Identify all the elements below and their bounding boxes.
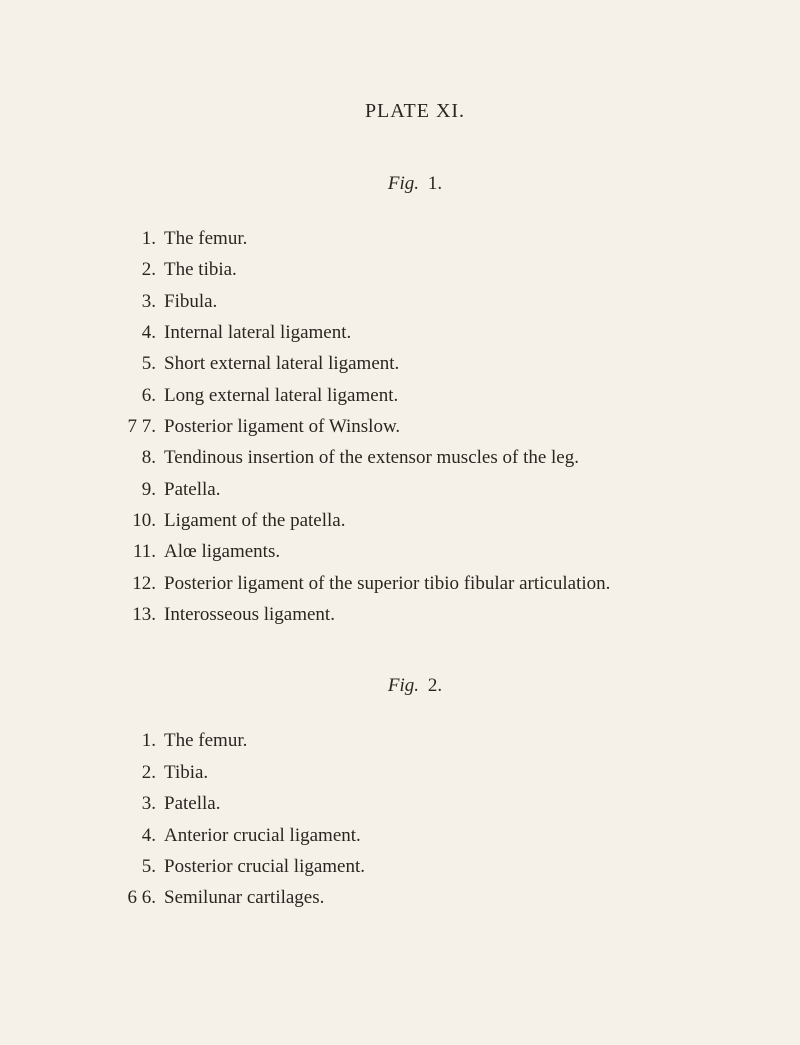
list-item: 2.Tibia. bbox=[120, 757, 710, 788]
item-text: Tibia. bbox=[164, 757, 710, 788]
item-number: 6 6. bbox=[120, 882, 164, 913]
item-text: Internal lateral ligament. bbox=[164, 317, 710, 348]
fig1-label-num: 1. bbox=[428, 173, 442, 194]
item-text: Ligament of the patella. bbox=[164, 505, 710, 536]
item-text: Fibula. bbox=[164, 286, 710, 317]
item-text: Patella. bbox=[164, 474, 710, 505]
item-number: 1. bbox=[120, 725, 164, 756]
item-number: 13. bbox=[120, 599, 164, 630]
item-number: 3. bbox=[120, 788, 164, 819]
list-item: 4.Anterior crucial ligament. bbox=[120, 820, 710, 851]
list-item: 2.The tibia. bbox=[120, 254, 710, 285]
fig2-label: Fig. 2. bbox=[120, 675, 710, 697]
item-text: Patella. bbox=[164, 788, 710, 819]
list-item: 10.Ligament of the patella. bbox=[120, 505, 710, 536]
list-item: 13.Interosseous ligament. bbox=[120, 599, 710, 630]
item-number: 12. bbox=[120, 568, 164, 599]
item-text: Long external lateral ligament. bbox=[164, 380, 710, 411]
fig1-label: Fig. 1. bbox=[120, 173, 710, 195]
item-text: The tibia. bbox=[164, 254, 710, 285]
item-number: 4. bbox=[120, 820, 164, 851]
item-number: 1. bbox=[120, 223, 164, 254]
list-item: 5.Posterior crucial ligament. bbox=[120, 851, 710, 882]
fig1-list: 1.The femur.2.The tibia.3.Fibula.4.Inter… bbox=[120, 223, 710, 630]
fig2-label-word: Fig. bbox=[388, 675, 419, 696]
list-item: 3.Patella. bbox=[120, 788, 710, 819]
item-number: 9. bbox=[120, 474, 164, 505]
item-text: Semilunar cartilages. bbox=[164, 882, 710, 913]
item-number: 8. bbox=[120, 442, 164, 473]
list-item: 5.Short external lateral ligament. bbox=[120, 348, 710, 379]
item-number: 3. bbox=[120, 286, 164, 317]
item-number: 2. bbox=[120, 757, 164, 788]
item-text: The femur. bbox=[164, 223, 710, 254]
item-number: 5. bbox=[120, 348, 164, 379]
item-number: 5. bbox=[120, 851, 164, 882]
item-text: Anterior crucial ligament. bbox=[164, 820, 710, 851]
list-item: 6.Long external lateral ligament. bbox=[120, 380, 710, 411]
list-item: 3.Fibula. bbox=[120, 286, 710, 317]
item-number: 6. bbox=[120, 380, 164, 411]
item-number: 11. bbox=[120, 536, 164, 567]
item-text: Posterior ligament of Winslow. bbox=[164, 411, 710, 442]
list-item: 4.Internal lateral ligament. bbox=[120, 317, 710, 348]
item-text: Posterior crucial ligament. bbox=[164, 851, 710, 882]
item-number: 4. bbox=[120, 317, 164, 348]
list-item: 6 6.Semilunar cartilages. bbox=[120, 882, 710, 913]
list-item: 1.The femur. bbox=[120, 725, 710, 756]
item-number: 10. bbox=[120, 505, 164, 536]
list-item: 1.The femur. bbox=[120, 223, 710, 254]
list-item: 9.Patella. bbox=[120, 474, 710, 505]
item-text: Alœ ligaments. bbox=[164, 536, 710, 567]
list-item: 7 7.Posterior ligament of Winslow. bbox=[120, 411, 710, 442]
item-text: Tendinous insertion of the extensor musc… bbox=[164, 442, 710, 473]
item-text: Interosseous ligament. bbox=[164, 599, 710, 630]
fig2-list: 1.The femur.2.Tibia.3.Patella.4.Anterior… bbox=[120, 725, 710, 913]
item-text: The femur. bbox=[164, 725, 710, 756]
item-number: 7 7. bbox=[120, 411, 164, 442]
fig2-label-num: 2. bbox=[428, 675, 442, 696]
list-item: 12.Posterior ligament of the superior ti… bbox=[120, 568, 710, 599]
fig1-label-word: Fig. bbox=[388, 173, 419, 194]
item-number: 2. bbox=[120, 254, 164, 285]
list-item: 8.Tendinous insertion of the extensor mu… bbox=[120, 442, 710, 473]
item-text: Short external lateral ligament. bbox=[164, 348, 710, 379]
item-text: Posterior ligament of the superior tibio… bbox=[164, 568, 710, 599]
plate-title: PLATE XI. bbox=[120, 100, 710, 123]
list-item: 11.Alœ ligaments. bbox=[120, 536, 710, 567]
